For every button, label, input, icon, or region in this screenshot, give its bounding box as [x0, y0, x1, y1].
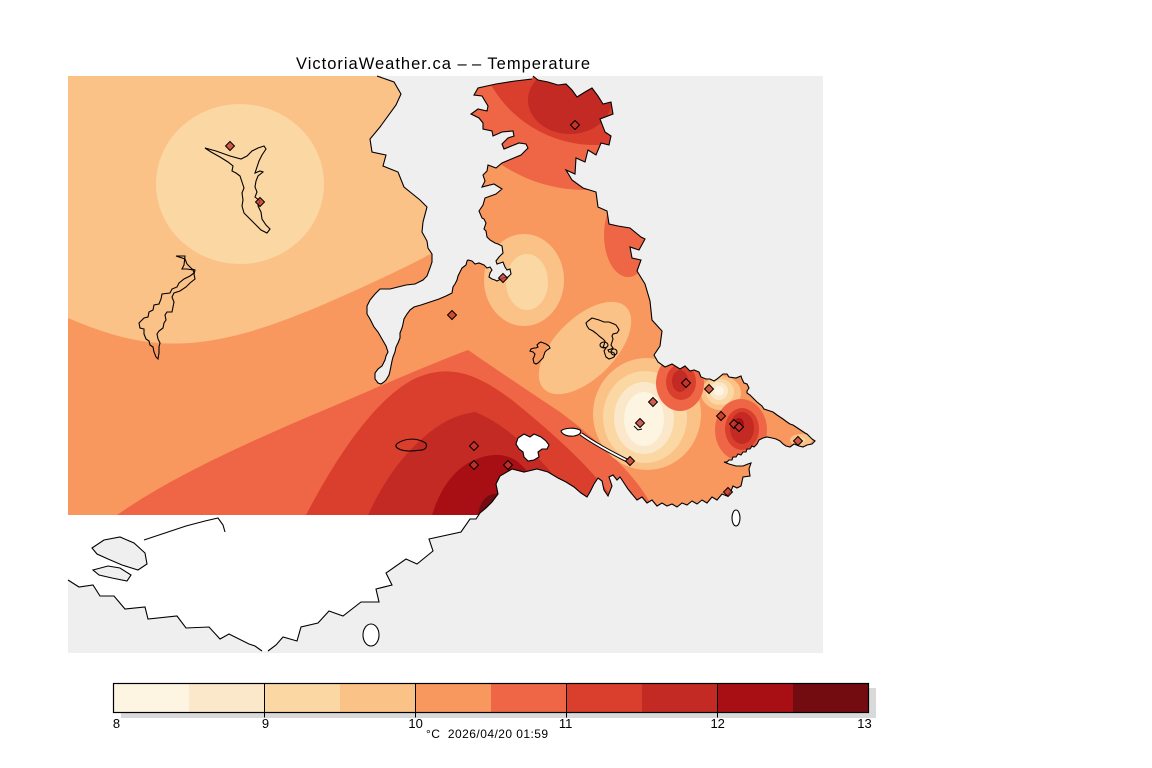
svg-text:8: 8	[113, 716, 120, 731]
svg-text:13: 13	[857, 716, 871, 731]
svg-text:9: 9	[262, 716, 269, 731]
svg-text:°C 2026/04/20 01:59: °C 2026/04/20 01:59	[426, 727, 549, 741]
svg-text:12: 12	[710, 716, 724, 731]
svg-text:VictoriaWeather.ca – – Tempera: VictoriaWeather.ca – – Temperature	[296, 55, 591, 73]
svg-text:10: 10	[408, 716, 422, 731]
svg-text:11: 11	[559, 716, 573, 731]
